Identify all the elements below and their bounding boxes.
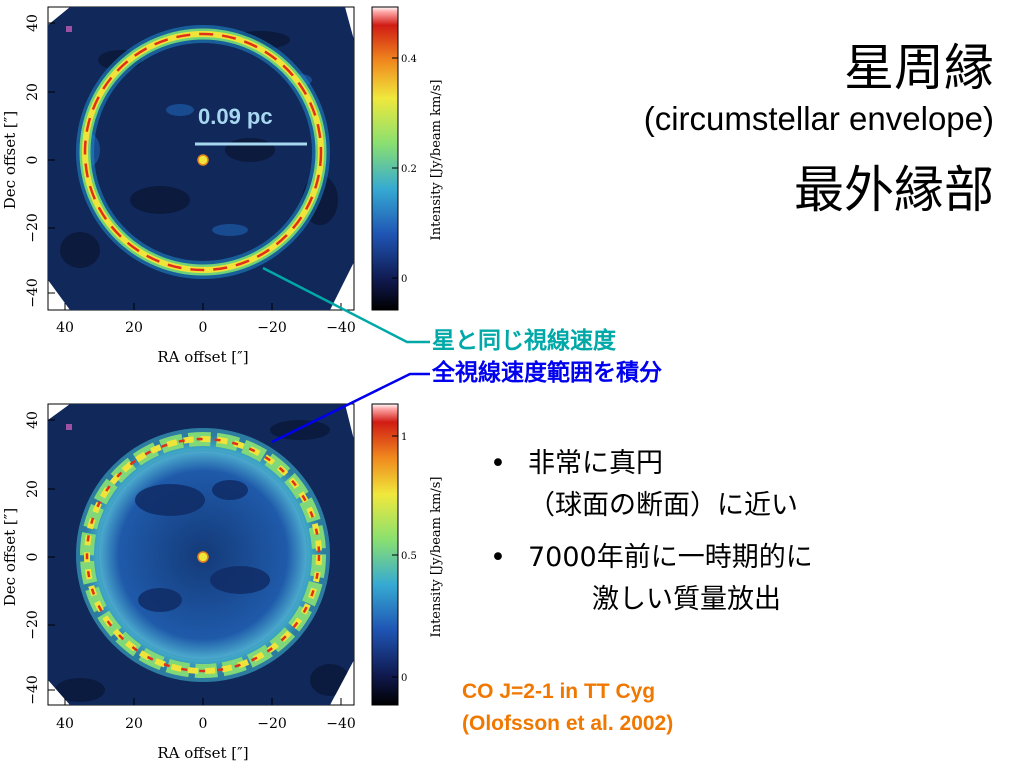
bullet-text: 7000年前に一時期的に	[528, 542, 813, 573]
colorbar-tick: 0.5	[401, 551, 417, 562]
top-map: 40 20 0 −20 −40 RA offset [″] 40 20 0 −2…	[1, 6, 444, 366]
y-tick: 40	[25, 411, 41, 429]
y-tick: −20	[25, 610, 41, 640]
x-tick: −20	[257, 320, 287, 336]
bullet-list: • 非常に真円 （球面の断面）に近い • 7000年前に一時期的に 激しい質量放…	[490, 443, 813, 621]
scale-bar-label: 0.09 pc	[198, 104, 273, 129]
x-axis-label: RA offset [″]	[157, 744, 248, 762]
x-axis-label: RA offset [″]	[157, 348, 248, 366]
bullet-text: （球面の断面）に近い	[528, 490, 798, 521]
y-axis-label: Dec offset [″]	[1, 508, 19, 606]
credit-line-2: (Olofsson et al. 2002)	[462, 712, 674, 735]
bullet-text: 激しい質量放出	[592, 584, 781, 615]
x-tick: 40	[56, 320, 74, 336]
x-tick: −20	[257, 716, 287, 732]
bullet-item: • 非常に真円 （球面の断面）に近い	[490, 443, 813, 527]
x-tick: 0	[199, 320, 208, 336]
callout-line-blue	[271, 372, 430, 444]
y-tick: −40	[25, 278, 41, 308]
credit-line-1: CO J=2-1 in TT Cyg	[462, 680, 656, 703]
bottom-map: 40 20 0 −20 −40 RA offset [″] 40 20 0 −2…	[1, 403, 444, 762]
y-axis-label: Dec offset [″]	[1, 111, 19, 209]
colorbar-tick: 0.4	[401, 54, 417, 65]
colorbar-label: Intensity [Jy/beam km/s]	[429, 80, 444, 241]
x-tick: 20	[125, 716, 143, 732]
colorbar-tick: 0	[401, 673, 407, 684]
title-line-1: 星周縁	[844, 39, 994, 97]
credit: CO J=2-1 in TT Cyg (Olofsson et al. 2002…	[462, 676, 673, 740]
callout-line-cyan	[262, 266, 430, 344]
annotation-integrated-velocity: 全視線速度範囲を積分	[432, 360, 662, 386]
colorbar-tick: 1	[401, 432, 407, 443]
x-tick: −40	[326, 320, 356, 336]
title-line-2: (circumstellar envelope)	[643, 100, 994, 137]
title-line-3: 最外縁部	[794, 161, 994, 219]
x-tick: 40	[56, 716, 74, 732]
colorbar-label: Intensity [Jy/beam km/s]	[429, 477, 444, 638]
y-tick: −20	[25, 213, 41, 243]
y-tick: −40	[25, 675, 41, 705]
annotation-same-velocity: 星と同じ視線速度	[432, 328, 616, 354]
y-tick: 0	[25, 156, 41, 165]
x-tick: 20	[125, 320, 143, 336]
y-tick: 20	[25, 83, 41, 101]
x-tick: −40	[326, 716, 356, 732]
x-tick: 0	[199, 716, 208, 732]
y-tick: 0	[25, 553, 41, 562]
y-tick: 20	[25, 480, 41, 498]
colorbar-tick: 0	[401, 274, 407, 285]
bullet-item: • 7000年前に一時期的に 激しい質量放出	[490, 537, 813, 621]
bullet-text: 非常に真円	[528, 448, 663, 479]
y-tick: 40	[25, 14, 41, 32]
colorbar-tick: 0.2	[401, 164, 417, 175]
